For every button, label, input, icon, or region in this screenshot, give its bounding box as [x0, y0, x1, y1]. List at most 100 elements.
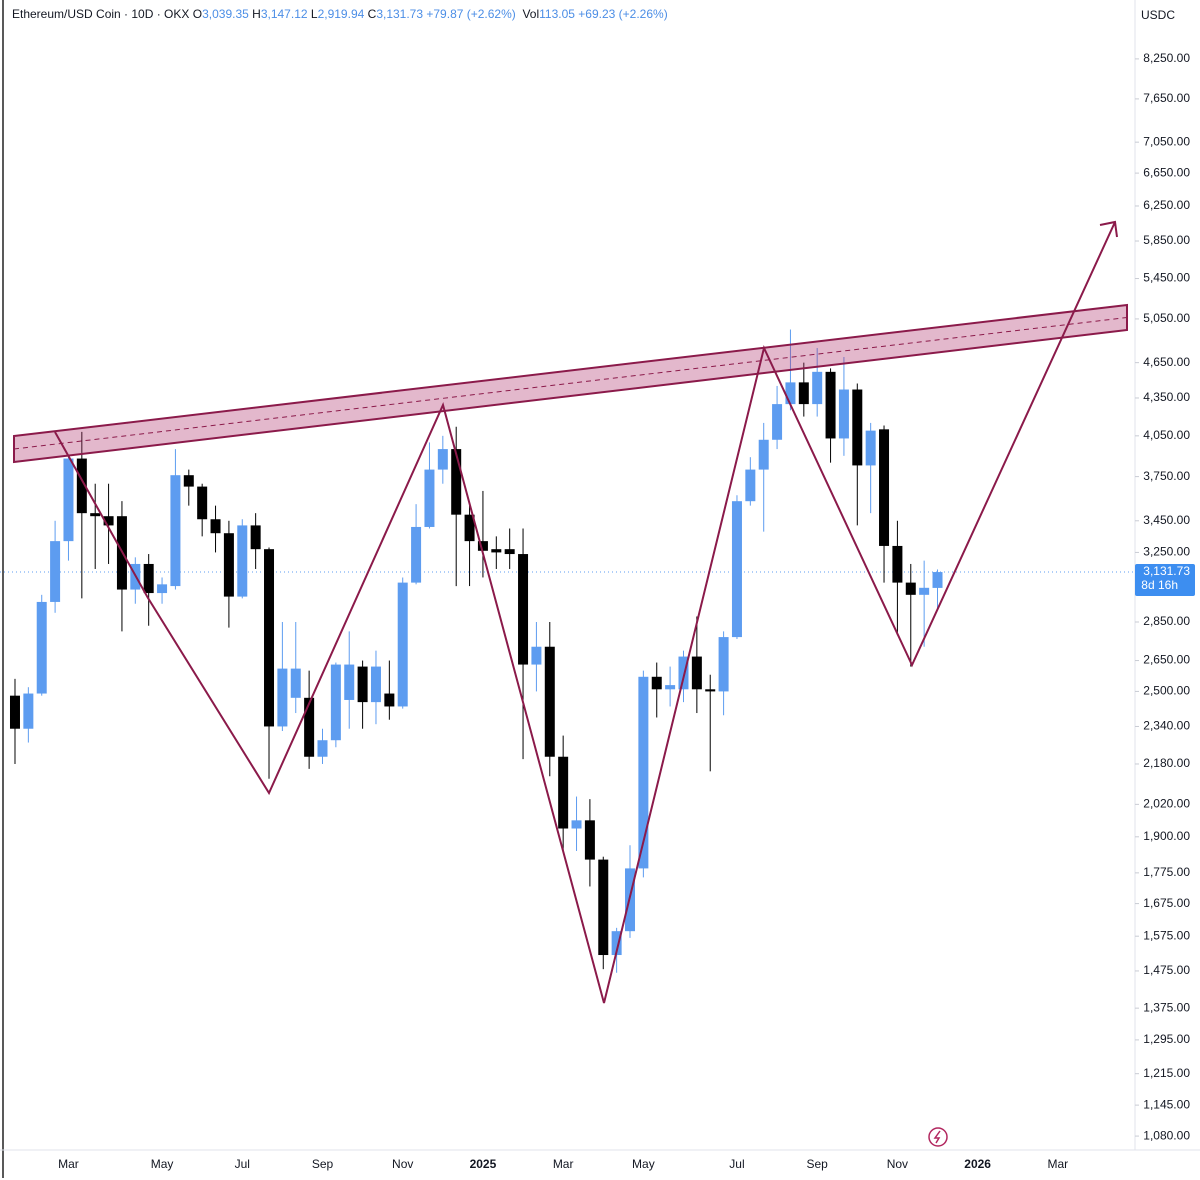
icon-bolt: [933, 1130, 941, 1144]
volume-change: +69.23 (+2.26%): [578, 7, 668, 21]
candle-body: [798, 382, 809, 405]
candle-body: [317, 740, 328, 757]
marks: [0, 329, 1135, 973]
y-tick-label: 2,500.00: [1143, 684, 1190, 698]
ohlc-key: L: [310, 7, 318, 21]
y-tick-label: 2,850.00: [1143, 614, 1190, 628]
candle-body: [197, 486, 208, 520]
volume-key: Vol: [522, 7, 540, 21]
candle-body: [63, 458, 74, 542]
candle-body: [598, 859, 609, 956]
candle-body: [464, 514, 475, 542]
price-tag-value: 3,131.73: [1143, 564, 1190, 578]
candle-body: [838, 389, 849, 439]
candle-body: [772, 404, 783, 440]
y-tick-label: 1,145.00: [1143, 1097, 1190, 1111]
candle-body: [250, 525, 261, 550]
y-tick-label: 1,900.00: [1143, 829, 1190, 843]
candle-body: [183, 475, 194, 487]
candle-body: [304, 697, 315, 757]
candle-body: [370, 666, 381, 703]
ohlc: O3,039.35 H3,147.12 L2,919.94 C3,131.73: [193, 7, 423, 21]
y-tick-label: 1,215.00: [1143, 1066, 1190, 1080]
y-tick-label: 4,650.00: [1143, 355, 1190, 369]
y-tick-label: 3,750.00: [1143, 469, 1190, 483]
candle-body: [157, 584, 168, 594]
y-tick-label: 7,650.00: [1143, 91, 1190, 105]
candle-body: [50, 541, 61, 602]
candle-body: [718, 637, 729, 692]
y-tick-label: 1,775.00: [1143, 865, 1190, 879]
candle-body: [437, 449, 448, 470]
candle-body: [932, 572, 943, 588]
candle-body: [544, 646, 555, 757]
x-tick-label: Nov: [392, 1157, 413, 1171]
y-tick-label: 1,475.00: [1143, 963, 1190, 977]
channel-midline: [13, 317, 1128, 450]
candle-body: [919, 587, 930, 595]
y-tick-label: 7,050.00: [1143, 134, 1190, 148]
candle-body: [143, 563, 154, 594]
candle-body: [558, 756, 569, 829]
candle-body: [103, 516, 114, 526]
candle-body: [491, 549, 502, 553]
candle-body: [731, 501, 742, 638]
candle-body: [758, 439, 769, 470]
candle-body: [330, 664, 341, 741]
y-tick-label: 2,650.00: [1143, 653, 1190, 667]
ohlc-value: 3,131.73: [376, 7, 424, 21]
y-tick-label: 6,650.00: [1143, 165, 1190, 179]
x-tick-label: May: [632, 1157, 655, 1171]
candle-body: [584, 820, 595, 860]
ohlc-key: O: [192, 7, 203, 21]
zigzag-path: [54, 221, 1116, 1004]
candle-body: [451, 449, 462, 515]
ohlc-key: C: [367, 7, 377, 21]
legend-header: Ethereum/USD Coin · 10D · OKX O3,039.35 …: [12, 7, 668, 21]
x-tick-label: Nov: [887, 1157, 908, 1171]
currency-label: USDC: [1141, 8, 1175, 22]
candle-body: [237, 525, 248, 597]
event-icon: [928, 1127, 948, 1147]
candle-body: [424, 469, 435, 527]
ohlc-key: H: [252, 7, 261, 21]
candle-body: [785, 382, 796, 405]
candle-body: [344, 664, 355, 700]
candle-body: [638, 676, 649, 869]
candle-body: [504, 549, 515, 555]
candle-body: [210, 519, 221, 534]
price-tag-countdown: 8d 16h: [1141, 578, 1178, 592]
icon-ring: [928, 1127, 948, 1147]
volume: 113.05: [539, 7, 575, 21]
candle-body: [812, 371, 823, 405]
y-tick-label: 2,020.00: [1143, 797, 1190, 811]
y-tick-label: 6,250.00: [1143, 198, 1190, 212]
candle-body: [892, 545, 903, 583]
candle-body: [678, 656, 689, 690]
candle-body: [571, 820, 582, 829]
candle-body: [9, 695, 20, 729]
candle-body: [611, 931, 622, 956]
y-tick-label: 4,050.00: [1143, 428, 1190, 442]
candle-body: [879, 429, 890, 546]
candle-body: [852, 389, 863, 466]
x-tick-label: Mar: [58, 1157, 79, 1171]
candle-body: [665, 685, 676, 690]
y-tick-label: 3,450.00: [1143, 513, 1190, 527]
symbol: Ethereum/USD Coin · 10D · OKX: [12, 7, 190, 21]
y-tick-label: 3,250.00: [1143, 545, 1190, 559]
candle-body: [518, 554, 529, 665]
candle-body: [865, 430, 876, 466]
candle-body: [223, 533, 234, 597]
x-tick-label: 2026: [964, 1157, 991, 1171]
x-tick-label: May: [151, 1157, 174, 1171]
ohlc-value: 3,039.35: [202, 7, 249, 21]
y-tick-label: 8,250.00: [1143, 51, 1190, 65]
candle-body: [651, 676, 662, 690]
y-tick-label: 2,180.00: [1143, 756, 1190, 770]
candle-body: [411, 526, 422, 583]
candle-body: [531, 646, 542, 665]
arrow-head: [1099, 220, 1118, 238]
